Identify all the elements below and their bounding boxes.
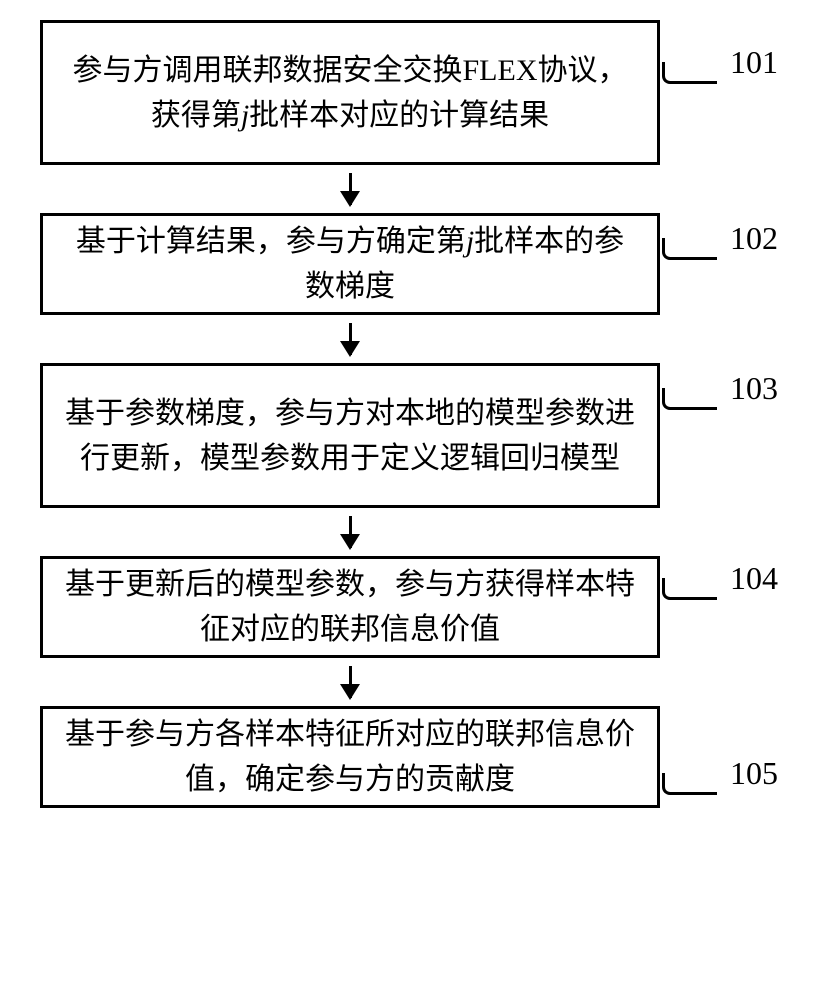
- step-text: 基于参数梯度，参与方对本地的模型参数进行更新，模型参数用于定义逻辑回归模型: [65, 397, 635, 475]
- step-text: 基于参与方各样本特征所对应的联邦信息价值，确定参与方的贡献度: [65, 718, 635, 796]
- arrow-container: [40, 658, 660, 706]
- step-box-102: 基于计算结果，参与方确定第j批样本的参数梯度: [40, 213, 660, 315]
- arrow-container: [40, 165, 660, 213]
- arrow-container: [40, 508, 660, 556]
- label-connector: [662, 62, 717, 84]
- arrow-down: [349, 516, 352, 548]
- step-text: 基于计算结果，参与方确定第: [76, 225, 466, 258]
- step-box-104: 基于更新后的模型参数，参与方获得样本特征对应的联邦信息价值: [40, 556, 660, 658]
- step-var: j: [241, 99, 249, 132]
- step-label-103: 103: [730, 370, 778, 407]
- arrow-down: [349, 323, 352, 355]
- arrow-down: [349, 173, 352, 205]
- step-box-101: 参与方调用联邦数据安全交换FLEX协议，获得第j批样本对应的计算结果: [40, 20, 660, 165]
- step-var: j: [466, 225, 474, 258]
- step-label-104: 104: [730, 560, 778, 597]
- step-text: 批样本对应的计算结果: [249, 99, 549, 132]
- label-connector: [662, 773, 717, 795]
- label-connector: [662, 388, 717, 410]
- step-box-105: 基于参与方各样本特征所对应的联邦信息价值，确定参与方的贡献度: [40, 706, 660, 808]
- arrow-down: [349, 666, 352, 698]
- label-connector: [662, 578, 717, 600]
- label-connector: [662, 238, 717, 260]
- step-box-103: 基于参数梯度，参与方对本地的模型参数进行更新，模型参数用于定义逻辑回归模型: [40, 363, 660, 508]
- step-text: 基于更新后的模型参数，参与方获得样本特征对应的联邦信息价值: [65, 568, 635, 646]
- step-label-102: 102: [730, 220, 778, 257]
- step-label-101: 101: [730, 44, 778, 81]
- arrow-container: [40, 315, 660, 363]
- step-label-105: 105: [730, 755, 778, 792]
- flowchart-container: 参与方调用联邦数据安全交换FLEX协议，获得第j批样本对应的计算结果 101 基…: [40, 20, 790, 808]
